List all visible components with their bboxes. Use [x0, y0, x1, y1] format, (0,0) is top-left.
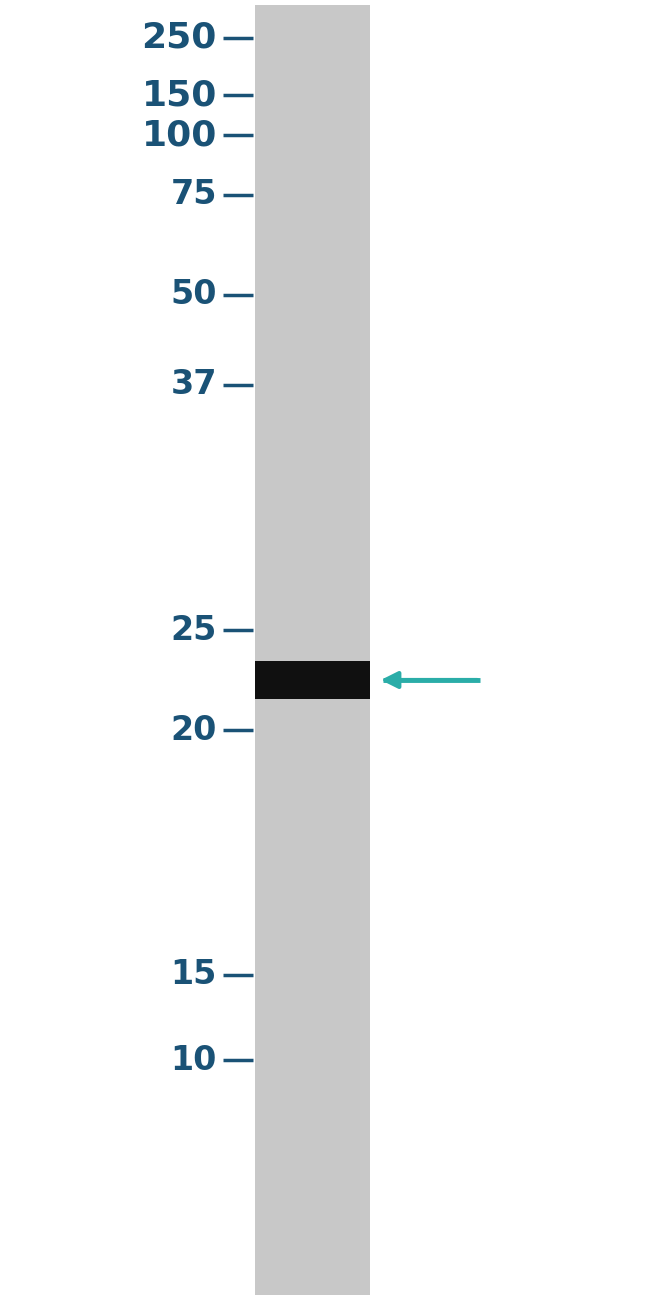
Text: 75: 75: [170, 178, 217, 212]
Text: 15: 15: [170, 958, 217, 992]
Text: 150: 150: [142, 78, 217, 112]
Text: 25: 25: [170, 614, 217, 646]
Text: 250: 250: [142, 21, 217, 55]
Text: 37: 37: [170, 368, 217, 402]
Text: 10: 10: [170, 1044, 217, 1076]
Bar: [255, 660, 370, 699]
Text: 100: 100: [142, 118, 217, 152]
Text: 50: 50: [170, 278, 217, 312]
Bar: [255, 5, 370, 1295]
Text: 20: 20: [170, 714, 217, 746]
